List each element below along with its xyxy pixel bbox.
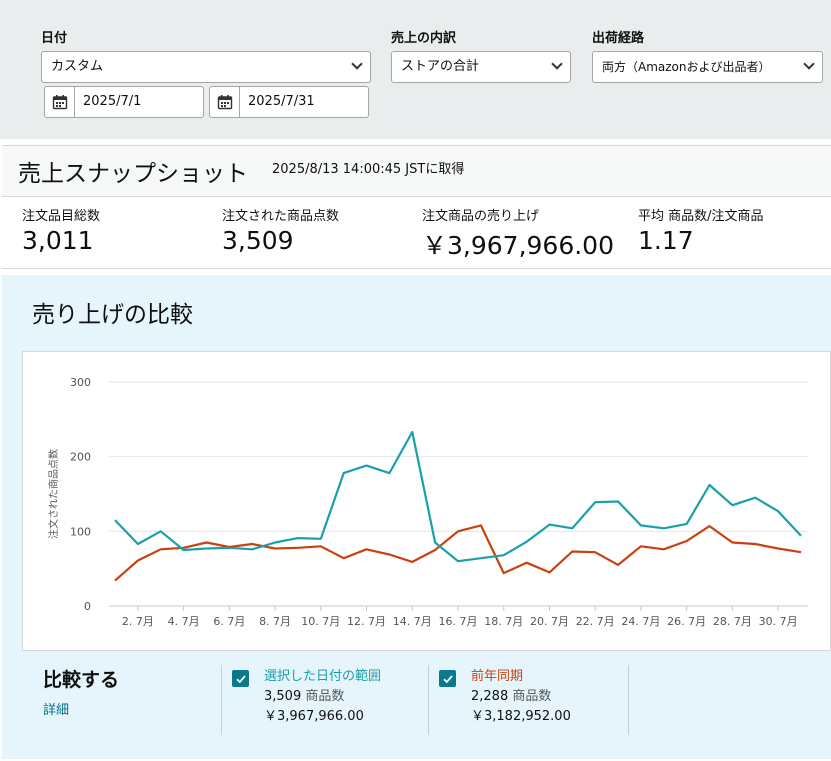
- selected-range-sales: ￥3,967,966.00: [264, 709, 364, 724]
- calendar-icon[interactable]: [45, 87, 75, 117]
- x-tick-label: 12. 7月: [347, 615, 386, 628]
- x-tick-label: 6. 7月: [213, 615, 245, 628]
- previous-year-units-value: 2,288: [471, 689, 509, 704]
- fulfillment-channel-select[interactable]: 両方（Amazonおよび出品者）: [592, 51, 823, 83]
- previous-year-checkbox[interactable]: [439, 670, 456, 687]
- checkmark-icon: [235, 674, 246, 683]
- metric-label: 平均 商品数/注文商品: [638, 209, 764, 224]
- sales-snapshot-header: 売上スナップショット 2025/8/13 14:00:45 JSTに取得: [2, 145, 831, 197]
- metric-value: 3,509: [222, 226, 294, 255]
- fulfillment-filter-label: 出荷経路: [592, 31, 645, 46]
- metric-label: 注文品目総数: [22, 209, 101, 224]
- x-tick-label: 30. 7月: [759, 615, 798, 628]
- y-tick-label: 300: [70, 376, 91, 389]
- fulfillment-channel-select-value: 両方（Amazonおよび出品者）: [602, 60, 771, 74]
- selected-range-units-suffix: 商品数: [305, 689, 345, 704]
- sales-comparison-title: 売り上げの比較: [32, 302, 193, 328]
- x-tick-label: 26. 7月: [667, 615, 706, 628]
- chevron-down-icon: [551, 58, 563, 70]
- metric-average-units-per-item: 平均 商品数/注文商品 1.17: [638, 205, 764, 255]
- metric-value: 3,011: [22, 226, 94, 255]
- x-tick-label: 14. 7月: [393, 615, 432, 628]
- sales-snapshot-title: 売上スナップショット: [18, 161, 248, 187]
- x-tick-label: 16. 7月: [439, 615, 478, 628]
- sales-breakdown-select-value: ストアの合計: [401, 59, 480, 74]
- metric-label: 注文商品の売り上げ: [422, 209, 540, 224]
- previous-year-label: 前年同期: [471, 669, 524, 684]
- selected-range-checkbox[interactable]: [232, 670, 249, 687]
- checkmark-icon: [442, 674, 453, 683]
- start-date-value: 2025/7/1: [83, 94, 142, 109]
- x-tick-label: 24. 7月: [621, 615, 660, 628]
- details-link[interactable]: 詳細: [43, 703, 70, 718]
- metric-units-ordered: 注文された商品点数 3,509: [222, 205, 339, 255]
- comparison-legend: 比較する 詳細 選択した日付の範囲 3,509 商品数 ￥3,967,966.0…: [2, 657, 831, 757]
- end-date-value: 2025/7/31: [248, 94, 315, 109]
- previous-year-sales: ￥3,182,952.00: [471, 709, 571, 724]
- date-range-select[interactable]: カスタム: [41, 51, 371, 83]
- sales-comparison-panel: 売り上げの比較 0 100 200 300 注文された商品点数 2. 7月 4. 7月 6. …: [2, 275, 831, 759]
- filter-bar: 日付 カスタム 2025/7/1 2025/7/31 売上の内訳 ストアの合計 …: [0, 0, 831, 139]
- series-line-previous-year: [114, 524, 802, 582]
- x-tick-label: 8. 7月: [259, 615, 291, 628]
- compare-label: 比較する: [43, 669, 120, 691]
- sales-comparison-chart: 0 100 200 300 注文された商品点数 2. 7月 4. 7月 6. 7月 8. 7月 1…: [22, 351, 831, 651]
- metric-value: ￥3,967,966.00: [422, 231, 614, 260]
- line-chart: 0 100 200 300 注文された商品点数 2. 7月 4. 7月 6. 7月 8. 7月 1…: [47, 376, 808, 628]
- date-range-select-value: カスタム: [51, 59, 104, 74]
- x-tick-label: 20. 7月: [530, 615, 569, 628]
- end-date-field[interactable]: 2025/7/31: [209, 86, 369, 118]
- calendar-icon[interactable]: [210, 87, 240, 117]
- y-tick-label: 200: [70, 451, 91, 464]
- series-line-selected-range: [114, 430, 802, 563]
- y-axis-label: 注文された商品点数: [47, 449, 60, 539]
- breakdown-filter-label: 売上の内訳: [391, 31, 457, 46]
- metric-total-order-items: 注文品目総数 3,011: [22, 205, 100, 255]
- divider: [221, 665, 222, 735]
- metric-label: 注文された商品点数: [222, 209, 340, 224]
- selected-range-units: 3,509 商品数: [264, 685, 344, 704]
- metric-value: 1.17: [638, 226, 694, 255]
- date-filter-label: 日付: [41, 31, 68, 46]
- divider: [428, 665, 429, 735]
- y-tick-label: 100: [70, 525, 91, 538]
- chevron-down-icon: [803, 58, 815, 70]
- snapshot-timestamp: 2025/8/13 14:00:45 JSTに取得: [272, 162, 465, 177]
- x-tick-label: 10. 7月: [301, 615, 340, 628]
- x-tick-label: 4. 7月: [168, 615, 200, 628]
- selected-range-label: 選択した日付の範囲: [264, 669, 382, 684]
- metric-ordered-product-sales: 注文商品の売り上げ ￥3,967,966.00: [422, 205, 614, 262]
- previous-year-units-suffix: 商品数: [512, 689, 552, 704]
- x-tick-label: 22. 7月: [576, 615, 615, 628]
- selected-range-units-value: 3,509: [264, 689, 302, 704]
- x-tick-label: 18. 7月: [484, 615, 523, 628]
- sales-snapshot-metrics: 注文品目総数 3,011 注文された商品点数 3,509 注文商品の売り上げ ￥…: [2, 197, 831, 269]
- divider: [628, 665, 629, 735]
- x-tick-label: 28. 7月: [713, 615, 752, 628]
- previous-year-units: 2,288 商品数: [471, 685, 551, 704]
- sales-breakdown-select[interactable]: ストアの合計: [391, 51, 571, 83]
- chevron-down-icon: [351, 58, 363, 70]
- start-date-field[interactable]: 2025/7/1: [44, 86, 204, 118]
- y-tick-label: 0: [84, 600, 91, 613]
- x-tick-label: 2. 7月: [122, 615, 154, 628]
